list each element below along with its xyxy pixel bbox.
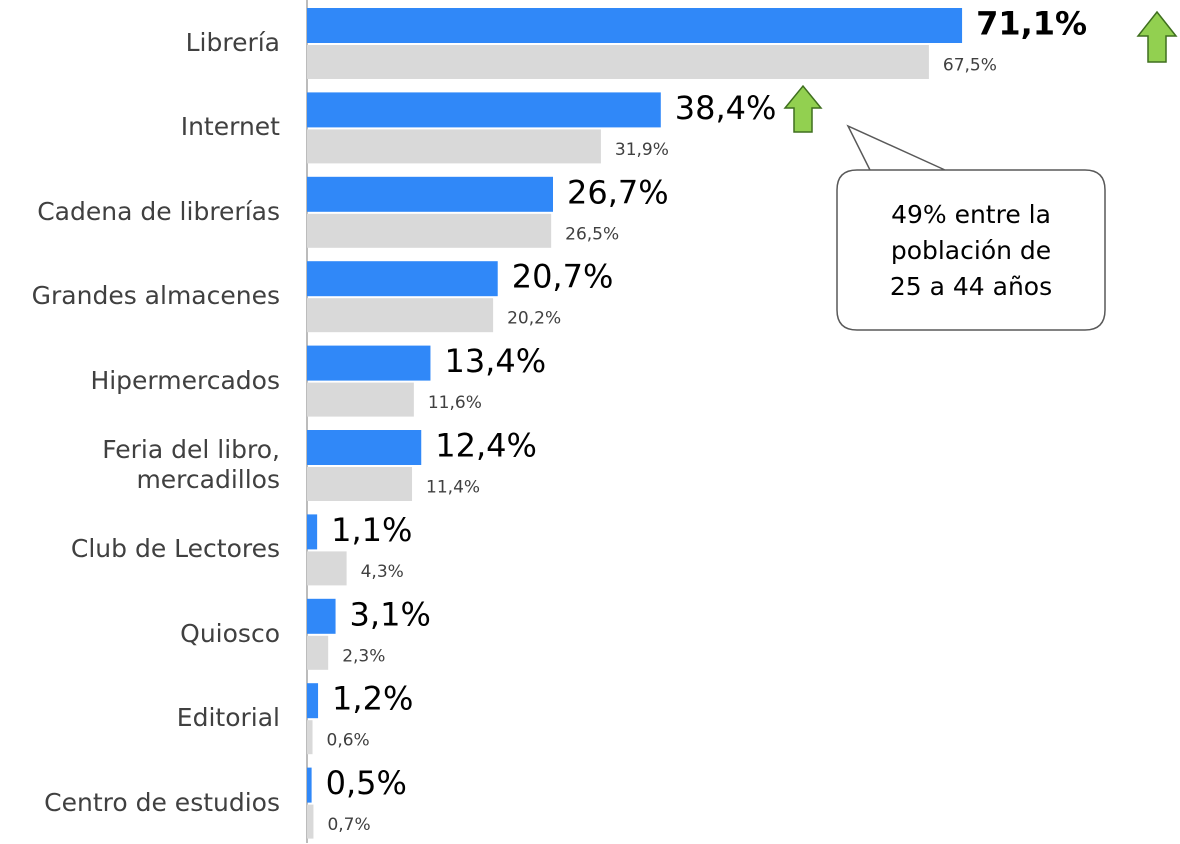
value-label: 4,3% xyxy=(361,562,404,582)
bar xyxy=(307,176,553,212)
category-label: Hipermercados xyxy=(90,365,280,395)
value-label: 2,3% xyxy=(342,646,385,666)
bar xyxy=(307,551,347,586)
category-label: Quiosco xyxy=(180,618,280,648)
value-label: 13,4% xyxy=(444,342,546,380)
category-label: Centro de estudios xyxy=(44,787,280,817)
bar xyxy=(307,467,413,501)
bar xyxy=(307,213,552,248)
value-label: 67,5% xyxy=(943,56,997,76)
value-label: 31,9% xyxy=(615,140,669,160)
bar xyxy=(307,804,314,839)
annotation-text: 25 a 44 años xyxy=(890,272,1052,301)
bar xyxy=(307,720,313,755)
bar xyxy=(307,767,312,803)
bar xyxy=(307,8,963,43)
annotation-text: población de xyxy=(891,236,1051,265)
category-label: Editorial xyxy=(176,703,280,733)
bar xyxy=(307,345,431,381)
value-label: 11,6% xyxy=(428,393,482,413)
value-label: 11,4% xyxy=(426,478,480,498)
bar xyxy=(307,514,318,550)
value-label: 38,4% xyxy=(675,89,777,127)
value-label: 0,5% xyxy=(326,764,407,802)
value-label: 0,6% xyxy=(327,731,370,751)
value-label: 0,7% xyxy=(327,815,370,835)
bar xyxy=(307,382,414,417)
value-label: 1,1% xyxy=(331,511,412,549)
value-label: 1,2% xyxy=(332,680,413,718)
value-label: 20,2% xyxy=(507,309,561,329)
category-label: Feria del libro, mercadillos xyxy=(102,435,280,494)
bar xyxy=(307,683,319,719)
value-label: 71,1% xyxy=(976,5,1087,43)
category-label: Grandes almacenes xyxy=(31,281,280,311)
value-label: 26,5% xyxy=(565,224,619,244)
category-label: Librería xyxy=(185,28,280,57)
up-arrow xyxy=(1136,10,1178,63)
bar xyxy=(307,298,494,333)
bar xyxy=(307,129,601,164)
bar xyxy=(307,430,422,465)
bar xyxy=(307,261,498,297)
bar xyxy=(307,45,929,79)
bar xyxy=(307,635,329,670)
category-label: Club de Lectores xyxy=(70,534,280,564)
bar xyxy=(307,92,661,128)
category-label: Cadena de librerías xyxy=(37,196,280,226)
bar xyxy=(307,598,336,634)
value-label: 26,7% xyxy=(567,173,669,211)
value-label: 3,1% xyxy=(350,595,431,633)
up-arrow xyxy=(783,84,823,133)
annotation-text: 49% entre la xyxy=(891,200,1051,229)
value-label: 20,7% xyxy=(512,258,614,296)
value-label: 12,4% xyxy=(435,427,537,465)
category-label: Internet xyxy=(180,112,280,142)
callout-box xyxy=(836,124,1106,331)
